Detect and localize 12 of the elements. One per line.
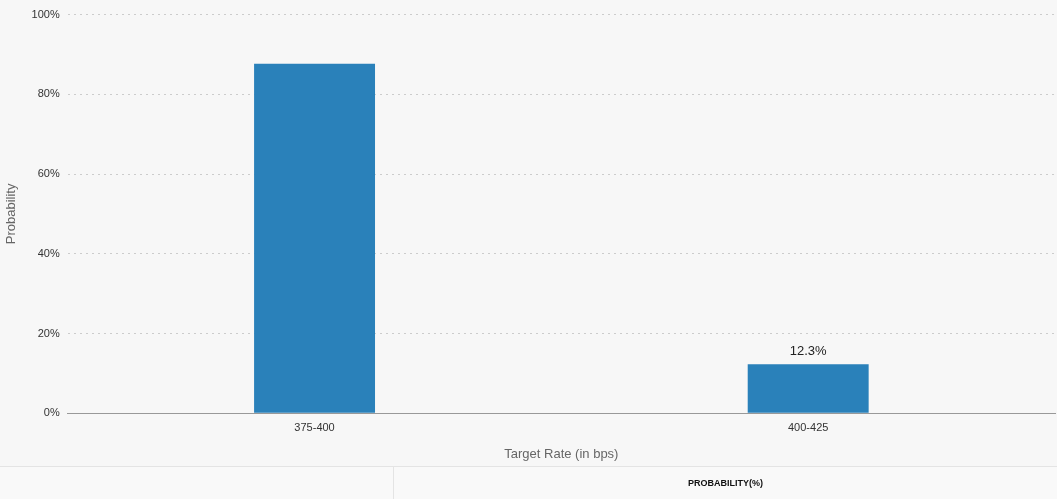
y-axis-title: Probability <box>3 183 19 245</box>
x-tick-label: 400-425 <box>788 420 829 433</box>
x-tick-label: 375-400 <box>294 420 335 433</box>
data-label: 12.3% <box>789 343 828 359</box>
y-tick-label: 80% <box>37 87 60 100</box>
y-tick-label: 40% <box>37 246 60 259</box>
y-tick-label: 100% <box>31 7 60 20</box>
x-axis-title: Target Rate (in bps) <box>504 445 619 461</box>
y-tick-label: 20% <box>37 326 60 339</box>
y-tick-label: 0% <box>43 406 60 419</box>
text: PROBABILITY(%) <box>688 478 763 488</box>
y-tick-label: 60% <box>37 167 60 180</box>
